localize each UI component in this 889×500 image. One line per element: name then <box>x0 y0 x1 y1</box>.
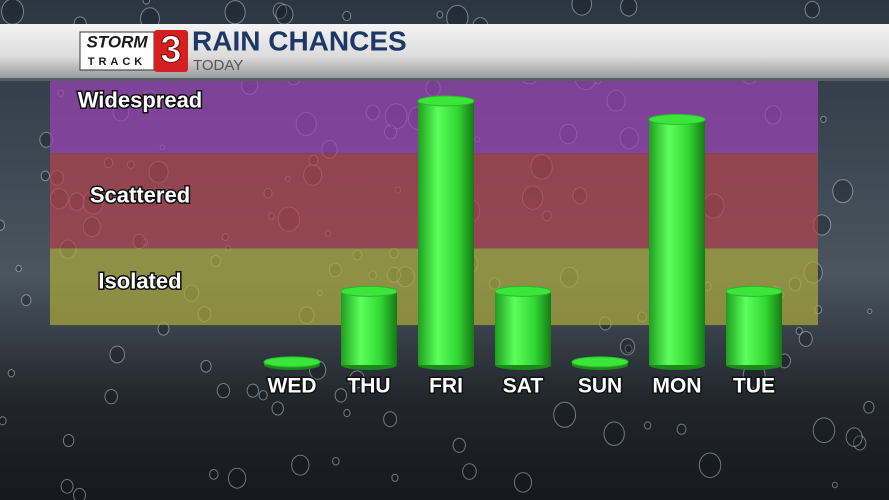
raindrop <box>224 0 246 25</box>
raindrop <box>7 369 16 378</box>
bar <box>418 100 474 365</box>
raindrop <box>275 4 294 25</box>
raindrop <box>200 359 212 373</box>
subtitle: TODAY <box>193 57 243 74</box>
bar-group <box>725 285 783 370</box>
bar-top <box>263 356 321 368</box>
logo-number-box <box>154 30 188 72</box>
raindrop <box>1 0 25 25</box>
bar-top <box>417 95 475 107</box>
raindrop <box>246 383 260 398</box>
bar <box>341 291 397 365</box>
x-tick-label: FRI <box>429 375 463 398</box>
raindrop <box>553 401 577 428</box>
raindrop <box>109 345 125 364</box>
raindrop <box>383 411 398 428</box>
bar-top <box>494 285 552 297</box>
x-tick-label: TUE <box>733 375 775 398</box>
raindrop <box>643 421 652 430</box>
raindrop <box>436 10 444 19</box>
header: STORM TRACK 3 RAIN CHANCES TODAY <box>0 24 889 81</box>
bar-top <box>648 113 706 125</box>
raindrop <box>863 400 875 414</box>
raindrop <box>571 0 593 16</box>
raindrop <box>619 338 636 356</box>
raindrop <box>853 435 867 451</box>
raindrop <box>462 463 477 480</box>
raindrop <box>272 2 288 20</box>
bar-group <box>263 356 321 370</box>
raindrop <box>845 427 863 447</box>
raindrop <box>15 264 22 273</box>
bar <box>726 291 782 365</box>
raindrop <box>73 487 86 500</box>
raindrop <box>391 473 399 482</box>
raindrop <box>104 388 118 405</box>
raindrop <box>676 423 687 435</box>
raindrop <box>820 115 827 123</box>
band-label: Widespread <box>78 87 203 112</box>
x-tick-label: SUN <box>578 375 622 398</box>
x-tick-label: MON <box>653 375 702 398</box>
logo-bottom: TRACK <box>88 56 147 68</box>
raindrop <box>258 390 268 401</box>
raindrop <box>342 10 352 22</box>
band-label: Isolated <box>98 269 181 294</box>
bar-group <box>340 285 398 370</box>
raindrop <box>60 479 74 494</box>
raindrop <box>0 219 6 232</box>
raindrop <box>291 454 310 476</box>
bar-group <box>417 95 475 370</box>
raindrop <box>40 170 51 182</box>
bar <box>495 291 551 365</box>
bars: WED THU FRI SAT SUN MON TUE <box>263 95 783 399</box>
bar <box>649 119 705 366</box>
raindrop <box>209 468 219 480</box>
logo-number: 3 <box>160 29 181 71</box>
bar-top <box>725 285 783 297</box>
raindrop <box>831 481 838 489</box>
bar-group <box>571 356 629 370</box>
raindrop <box>62 434 75 448</box>
raindrop <box>620 0 638 17</box>
raindrop <box>603 421 625 446</box>
raindrop <box>349 370 366 389</box>
bar-top <box>340 285 398 297</box>
raindrop <box>0 416 7 426</box>
bar-top <box>571 356 629 368</box>
bar-group <box>648 113 706 370</box>
bar-group <box>494 285 552 370</box>
raindrop <box>20 294 32 307</box>
raindrop <box>832 179 854 204</box>
raindrop <box>804 0 820 19</box>
raindrop <box>271 401 284 416</box>
band-label: Scattered <box>90 183 190 208</box>
raindrop <box>343 408 351 418</box>
raindrop <box>798 330 813 347</box>
logo-top: STORM <box>86 32 148 51</box>
x-tick-label: THU <box>347 375 390 398</box>
header-rule <box>0 78 889 81</box>
raindrop <box>227 467 247 489</box>
raindrop <box>332 456 340 466</box>
raindrop <box>334 388 348 403</box>
x-tick-label: WED <box>268 375 317 398</box>
raindrop <box>795 326 803 336</box>
raindrop <box>142 0 151 5</box>
title: RAIN CHANCES <box>192 25 407 56</box>
raindrop <box>452 437 466 453</box>
raindrop <box>513 472 533 493</box>
raindrop <box>624 344 633 354</box>
raindrop <box>698 452 722 479</box>
raindrop <box>867 308 873 315</box>
x-tick-label: SAT <box>503 375 544 398</box>
raindrop <box>216 383 231 399</box>
raindrop <box>812 417 836 444</box>
